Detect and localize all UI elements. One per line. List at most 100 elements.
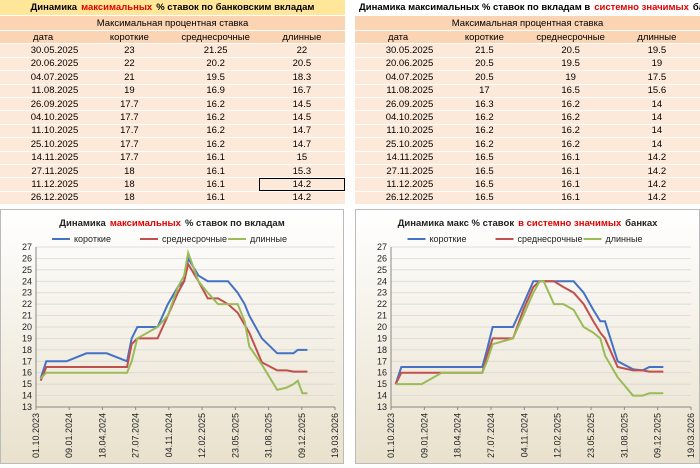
cell: 14.5 [258, 110, 345, 125]
row: 14.11.2025 17.7 16.1 15 [0, 151, 345, 165]
cell: 16.5 [441, 191, 528, 206]
cell: 17.7 [86, 124, 173, 139]
cell: 16.2 [441, 110, 528, 125]
y-tick-label: 13 [377, 402, 387, 412]
y-tick-label: 23 [22, 288, 32, 298]
cell: 15 [258, 151, 345, 165]
cell: 15.3 [258, 164, 345, 179]
y-tick-label: 20 [377, 322, 387, 332]
cell: 11.08.2025 [355, 84, 442, 98]
x-tick-label: 12.02.2025 [553, 413, 563, 458]
sib-rates-table: Динамика максимальных % ставок по вклада… [355, 0, 700, 206]
cell: 16.2 [172, 124, 259, 139]
row: 30.05.2025 23 21.25 22 [0, 43, 345, 58]
cell: 11.12.2025 [355, 177, 442, 192]
cell: 16.5 [441, 177, 528, 192]
row: 27.11.2025 16.5 16.1 14.2 [355, 164, 700, 179]
cell: 04.07.2025 [0, 70, 87, 85]
y-tick-label: 26 [22, 253, 32, 263]
y-tick-label: 14 [377, 391, 387, 401]
y-tick-label: 15 [22, 379, 32, 389]
cell: 16.3 [441, 97, 528, 112]
x-tick-label: 18.04.2024 [453, 413, 463, 458]
y-tick-label: 16 [22, 368, 32, 378]
y-tick-label: 27 [22, 242, 32, 252]
column-row: дата короткие среднесрочные длинные [355, 30, 700, 45]
cell: 17.7 [86, 110, 173, 125]
cell: 16.1 [172, 177, 259, 192]
row: 11.08.2025 19 16.9 16.7 [0, 84, 345, 98]
series-line [394, 280, 664, 385]
y-tick-label: 17 [22, 356, 32, 366]
cell: 18 [86, 177, 173, 192]
cell: 11.08.2025 [0, 84, 87, 98]
cell: 16.1 [527, 151, 614, 165]
row: 11.08.2025 17 16.5 15.6 [355, 84, 700, 98]
y-tick-label: 23 [377, 288, 387, 298]
cell: 20.5 [527, 43, 614, 58]
cell: 20.2 [172, 57, 259, 72]
x-tick-label: 31.08.2025 [264, 413, 274, 458]
cell: 26.12.2025 [0, 191, 87, 206]
cell: 20.5 [441, 70, 528, 85]
row: 25.10.2025 16.2 16.2 14 [355, 137, 700, 152]
cell: 19.5 [613, 43, 700, 58]
cell: 14 [613, 124, 700, 139]
cell: 17.7 [86, 151, 173, 165]
cell: 16.1 [527, 164, 614, 179]
row: 30.05.2025 21.5 20.5 19.5 [355, 43, 700, 58]
title-part: банках [692, 2, 700, 13]
y-tick-label: 20 [22, 322, 32, 332]
x-tick-label: 19.03.2026 [330, 413, 340, 458]
y-tick-label: 21 [22, 311, 32, 321]
cell: 22 [258, 43, 345, 58]
title-part: максимальных [81, 2, 153, 13]
legend-label: длинные [250, 234, 287, 244]
x-tick-label: 23.05.2025 [230, 413, 240, 458]
y-tick-label: 18 [377, 345, 387, 355]
y-tick-label: 24 [22, 276, 32, 286]
row: 20.06.2025 22 20.2 20.5 [0, 57, 345, 72]
cell: 20.06.2025 [355, 57, 442, 72]
column-header: среднесрочные [172, 30, 259, 45]
y-tick-label: 22 [22, 299, 32, 309]
y-tick-label: 21 [377, 311, 387, 321]
y-tick-label: 19 [22, 333, 32, 343]
cell: 04.10.2025 [0, 110, 87, 125]
row: 04.10.2025 17.7 16.2 14.5 [0, 110, 345, 125]
cell: 19 [86, 84, 173, 98]
cell: 20.5 [441, 57, 528, 72]
title-part: в системно значимых [518, 218, 622, 229]
cell: 16.5 [441, 151, 528, 165]
cell: 17.5 [613, 70, 700, 85]
cell: 19.5 [527, 57, 614, 72]
column-header: короткие [441, 30, 528, 45]
cell: 16.1 [172, 191, 259, 206]
chart-box: Динамика максимальных% ставок по вкладам к… [0, 209, 344, 464]
subheader: Максимальная процентная ставка [355, 15, 700, 31]
chart-box: Динамика макс % ставок в системно значимы… [355, 209, 700, 464]
cell: 21 [86, 70, 173, 85]
cell: 11.10.2025 [355, 124, 442, 139]
y-tick-label: 16 [377, 368, 387, 378]
title-part: максимальных [110, 218, 182, 229]
column-row: дата короткие среднесрочные длинные [0, 30, 345, 45]
y-tick-label: 13 [22, 402, 32, 412]
cell: 16.1 [172, 151, 259, 165]
y-tick-label: 25 [22, 265, 32, 275]
row: 04.07.2025 21 19.5 18.3 [0, 70, 345, 85]
x-tick-label: 09.12.2025 [653, 413, 663, 458]
row: 20.06.2025 20.5 19.5 19 [355, 57, 700, 72]
cell: 27.11.2025 [355, 164, 442, 179]
cell: 18 [86, 191, 173, 206]
cell: 14.5 [258, 97, 345, 112]
x-tick-label: 12.02.2025 [197, 413, 207, 458]
y-tick-label: 19 [377, 333, 387, 343]
cell: 16.2 [172, 137, 259, 152]
legend-label: среднесрочные [518, 234, 583, 244]
title-part: % ставок по банковским вкладам [156, 2, 315, 13]
cell: 18.3 [258, 70, 345, 85]
cell: 04.10.2025 [355, 110, 442, 125]
y-tick-label: 25 [377, 265, 387, 275]
cell: 30.05.2025 [355, 43, 442, 58]
